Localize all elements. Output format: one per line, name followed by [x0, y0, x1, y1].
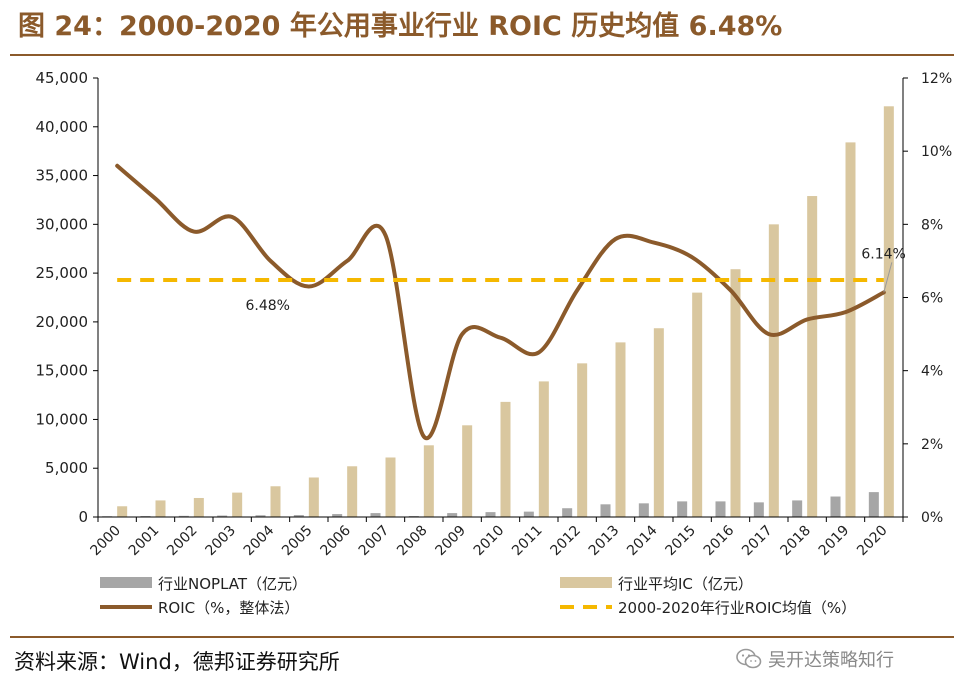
- right-tick-label: 2%: [921, 437, 943, 453]
- chart-title: 图 24：2000-2020 年公用事业行业 ROIC 历史均值 6.48%: [18, 11, 783, 42]
- left-tick-label: 40,000: [36, 118, 89, 136]
- left-tick-label: 30,000: [36, 215, 89, 233]
- x-tick-label: 2019: [816, 523, 853, 560]
- ic-bar: [500, 401, 511, 517]
- ic-bar: [117, 506, 128, 517]
- last-value-leader: [883, 262, 893, 293]
- ic-bar: [385, 457, 396, 517]
- x-tick-label: 2001: [126, 523, 163, 560]
- ic-bar: [768, 224, 779, 518]
- noplat-bar: [715, 501, 726, 517]
- noplat-bar: [332, 514, 343, 517]
- ic-bar: [615, 342, 626, 517]
- combo-chart: 0 5,000 10,000 15,000 20,000 25,000 30,000 35,0…: [36, 69, 953, 617]
- x-tick-label: 2003: [202, 523, 239, 560]
- ic-bar: [653, 328, 664, 517]
- ic-bar: [692, 292, 703, 517]
- x-tick-label: 2004: [241, 522, 278, 559]
- x-tick-label: 2005: [279, 523, 316, 560]
- legend-label: 行业NOPLAT（亿元）: [158, 575, 307, 593]
- ic-bar: [538, 381, 549, 517]
- wechat-icon: [736, 648, 762, 669]
- right-tick-label: 4%: [921, 364, 943, 380]
- noplat-bar: [677, 501, 688, 517]
- right-tick-label: 12%: [921, 71, 952, 87]
- x-tick-label: 2020: [854, 523, 891, 560]
- ic-bar: [308, 477, 319, 517]
- source-note: 资料来源：Wind，德邦证券研究所: [14, 650, 340, 674]
- noplat-bar: [217, 515, 228, 517]
- x-tick-label: 2006: [317, 522, 354, 559]
- left-tick-label: 35,000: [36, 167, 89, 185]
- right-tick-label: 8%: [921, 217, 943, 233]
- title-rule: [10, 54, 954, 56]
- x-tick-label: 2007: [356, 523, 393, 560]
- noplat-bar: [523, 511, 534, 517]
- roic-line: [115, 163, 886, 441]
- noplat-bar: [485, 512, 496, 517]
- last-roic-label: 6.14%: [861, 246, 905, 262]
- ic-bar: [462, 425, 473, 517]
- noplat-bar: [255, 515, 266, 517]
- ic-bar: [347, 466, 358, 517]
- ic-bar: [845, 142, 856, 518]
- left-tick-label: 25,000: [36, 264, 89, 282]
- x-tick-label: 2012: [547, 523, 584, 560]
- source-rule: [10, 636, 954, 638]
- legend-label: 行业平均IC（亿元）: [618, 575, 753, 593]
- ic-bar: [423, 445, 434, 517]
- right-tick-label: 0%: [921, 510, 943, 526]
- ic-bar: [193, 497, 204, 517]
- legend-label: ROIC（%，整体法）: [158, 599, 299, 617]
- noplat-bar: [830, 496, 841, 517]
- noplat-bar: [792, 500, 803, 517]
- x-tick-label: 2014: [624, 522, 661, 559]
- average-value-label: 6.48%: [246, 298, 290, 314]
- noplat-bar: [638, 503, 649, 517]
- watermark-text: 吴开达策略知行: [768, 650, 894, 671]
- noplat-bar: [868, 492, 879, 517]
- x-tick-label: 2000: [87, 523, 124, 560]
- ic-bar: [730, 269, 741, 517]
- ic-bar: [155, 500, 166, 517]
- right-tick-label: 6%: [921, 291, 943, 307]
- left-tick-label: 20,000: [36, 313, 89, 331]
- left-tick-label: 10,000: [36, 410, 89, 428]
- right-tick-label: 10%: [921, 144, 952, 160]
- x-tick-label: 2011: [509, 523, 546, 560]
- watermark: 吴开达策略知行: [736, 641, 894, 677]
- left-tick-label: 5,000: [45, 459, 88, 477]
- left-tick-label: 15,000: [36, 362, 89, 380]
- ic-bar: [883, 106, 894, 518]
- legend-label: 2000-2020年行业ROIC均值（%）: [618, 599, 856, 617]
- ic-bar: [270, 486, 281, 517]
- noplat-bar: [753, 502, 764, 517]
- noplat-bar: [600, 504, 611, 517]
- x-tick-label: 2017: [739, 523, 776, 560]
- ic-bar: [577, 363, 588, 517]
- ic-bar: [807, 196, 818, 517]
- x-tick-label: 2018: [777, 523, 814, 560]
- ic-bar: [232, 492, 243, 517]
- x-tick-label: 2010: [471, 523, 508, 560]
- noplat-bar: [447, 513, 458, 517]
- left-tick-label: 0: [78, 508, 88, 526]
- noplat-bar: [178, 515, 189, 517]
- legend-swatch: [560, 577, 612, 588]
- x-tick-label: 2015: [662, 523, 699, 560]
- x-tick-label: 2016: [701, 522, 738, 559]
- x-tick-label: 2009: [432, 523, 469, 560]
- x-tick-label: 2002: [164, 523, 201, 560]
- noplat-bar: [370, 513, 381, 517]
- left-tick-label: 45,000: [36, 69, 89, 87]
- noplat-bar: [293, 515, 304, 517]
- x-tick-label: 2013: [586, 523, 623, 560]
- x-tick-label: 2008: [394, 523, 431, 560]
- legend-swatch: [100, 577, 152, 588]
- noplat-bar: [562, 508, 573, 517]
